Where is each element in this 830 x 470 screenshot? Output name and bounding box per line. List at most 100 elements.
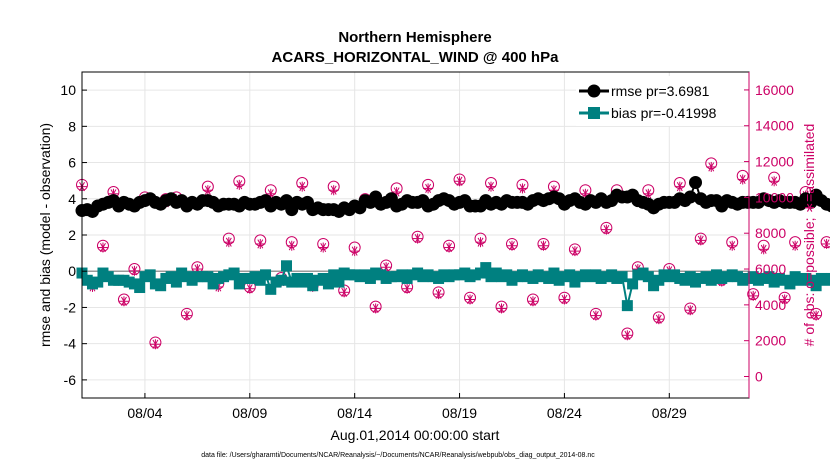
tick-label-right: 4000 [755, 297, 786, 313]
left-axis-ticks: -6 -4 -2 0 2 4 6 8 10 [60, 82, 87, 388]
assimilated-obs-point [402, 283, 413, 294]
tick-label-x: 08/14 [337, 405, 372, 421]
assimilated-obs-point [643, 188, 654, 199]
rmse-point [825, 199, 830, 213]
assimilated-obs-point [97, 242, 108, 253]
assimilated-obs-point [423, 183, 434, 194]
assimilated-obs-point [328, 185, 339, 196]
tick-label-x: 08/29 [652, 405, 687, 421]
y-axis-left-label: rmse and bias (model - observation) [37, 123, 53, 347]
assimilated-obs-point [297, 181, 308, 192]
legend-rmse-label: rmse pr=3.6981 [611, 83, 710, 99]
assimilated-obs-point [790, 240, 801, 251]
rmse-series [75, 175, 830, 218]
data-file-footer: data file: /Users/gharamti/Documents/NCA… [201, 452, 595, 459]
chart-title: Northern Hemisphere [338, 29, 491, 46]
bias-point [627, 278, 639, 290]
bias-point [265, 283, 277, 295]
tick-label-x: 08/09 [232, 405, 267, 421]
tick-label-left: 10 [60, 82, 76, 98]
tick-label-right: 2000 [755, 333, 786, 349]
right-axis-ticks: 0 2000 4000 6000 8000 10000 12000 14000 16000 [744, 82, 794, 385]
chart-subtitle: ACARS_HORIZONTAL_WIND @ 400 hPa [272, 49, 560, 66]
bias-point [564, 269, 576, 281]
bias-point [202, 271, 214, 283]
bias-point [621, 300, 633, 312]
bias-point [821, 274, 830, 286]
assimilated-obs-point [559, 294, 570, 305]
bias-point [642, 271, 654, 283]
assimilated-obs-point [454, 176, 465, 187]
assimilated-obs-point [695, 235, 706, 246]
bias-point [275, 274, 287, 286]
assimilated-obs-point [727, 240, 738, 251]
bias-point [548, 267, 560, 279]
bias-point [155, 280, 167, 292]
bias-point [144, 269, 156, 281]
legend-bias-marker [588, 107, 600, 119]
assimilated-obs-point [286, 240, 297, 251]
tick-label-left: 6 [68, 155, 76, 171]
legend-rmse-marker [587, 84, 601, 98]
bias-point [328, 269, 340, 281]
assimilated-obs-point [590, 310, 601, 321]
assimilated-obs-point [685, 305, 696, 316]
tick-label-right: 14000 [755, 118, 794, 134]
tick-label-left: -2 [64, 299, 77, 315]
assimilated-obs-point [569, 246, 580, 257]
bias-point [92, 276, 104, 288]
assimilated-obs-point [475, 237, 486, 248]
x-axis-ticks: 08/04 08/09 08/14 08/19 08/24 08/29 [127, 393, 687, 421]
assimilated-obs-point [496, 303, 507, 314]
assimilated-obs-point [653, 314, 664, 325]
assimilated-obs-point [234, 179, 245, 190]
legend-box [576, 76, 744, 126]
assimilated-obs-point [486, 181, 497, 192]
assimilated-obs-point [339, 287, 350, 298]
bias-point [333, 276, 345, 288]
tick-label-right: 0 [755, 369, 763, 385]
bias-point [134, 282, 146, 294]
assimilated-obs-point [202, 185, 213, 196]
assimilated-obs-point [779, 294, 790, 305]
assimilated-obs-point [506, 240, 517, 251]
tick-label-x: 08/24 [547, 405, 582, 421]
assimilated-obs-point [517, 183, 528, 194]
bias-point [616, 271, 628, 283]
tick-label-left: 2 [68, 227, 76, 243]
bias-point [301, 272, 313, 284]
assimilated-obs-point [748, 290, 759, 301]
assimilated-obs-point [527, 296, 538, 307]
assimilated-obs-point [444, 242, 455, 253]
assimilated-obs-point [758, 244, 769, 255]
bias-point [480, 262, 492, 274]
assimilated-obs-point [538, 240, 549, 251]
grid-lines [82, 72, 749, 398]
tick-label-left: 0 [68, 263, 76, 279]
tick-label-left: -4 [64, 336, 77, 352]
assimilated-obs-point [465, 294, 476, 305]
bias-point [810, 280, 822, 292]
assimilated-obs-point [412, 233, 423, 244]
bias-point [826, 272, 830, 284]
tick-label-left: -6 [64, 372, 77, 388]
bias-point [322, 278, 334, 290]
assimilated-obs-point [811, 310, 822, 321]
rmse-point [683, 190, 697, 204]
assimilated-obs-point [370, 303, 381, 314]
assimilated-obs-point [769, 176, 780, 187]
assimilated-obs-point [433, 289, 444, 300]
tick-label-left: 8 [68, 118, 76, 134]
assimilated-obs-point [129, 265, 140, 276]
y-axis-right-label: # of obs: o=possible; ∗=assimilated [801, 124, 817, 347]
x-axis-label: Aug.01,2014 00:00:00 start [331, 427, 500, 443]
assimilated-obs-point [622, 330, 633, 341]
legend-bias-label: bias pr=-0.41998 [611, 105, 717, 121]
assimilated-obs-point [601, 224, 612, 235]
assimilated-obs-point [118, 296, 129, 307]
bias-point [260, 269, 272, 281]
rmse-point [689, 175, 703, 189]
assimilated-obs-point [181, 310, 192, 321]
bias-series [76, 260, 830, 312]
